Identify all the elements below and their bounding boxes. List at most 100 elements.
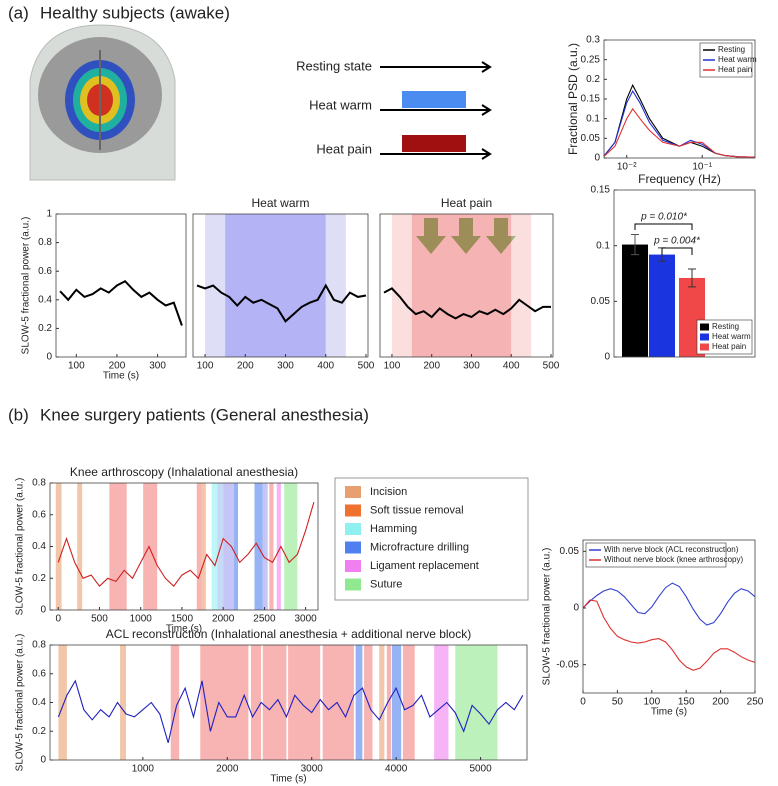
bar — [649, 254, 675, 357]
x-tick-label: 300 — [277, 361, 294, 372]
y-tick-label: 0.8 — [32, 478, 46, 489]
legend-label: Heat warm — [718, 55, 757, 64]
event-span — [276, 483, 281, 610]
plot-frame — [192, 213, 369, 358]
x-tick-label: 2000 — [212, 614, 235, 625]
data-line — [383, 287, 551, 320]
plot-frame — [379, 213, 554, 358]
y-tick-label: 0.05 — [560, 546, 580, 557]
chart-title: ACL reconstruction (Inhalational anesthe… — [106, 627, 471, 641]
legend-label: Microfracture drilling — [370, 541, 469, 553]
event-span — [223, 483, 234, 610]
event-span — [143, 483, 158, 610]
x-tick-label: 10⁻² — [617, 162, 637, 173]
x-tick-label: 200 — [237, 361, 254, 372]
legend-label: Heat warm — [712, 332, 751, 341]
y-tick-label: 0 — [573, 603, 579, 614]
panel-label: (b) — [8, 405, 29, 424]
data-line — [582, 599, 756, 671]
y-tick-label: 0.1 — [596, 240, 610, 251]
x-tick-label: 1000 — [132, 764, 155, 775]
legend-swatch — [345, 560, 361, 572]
y-tick-label: 0.1 — [586, 113, 600, 124]
event-span — [233, 483, 239, 610]
x-tick-label: 0 — [55, 614, 61, 625]
x-tick-label: 2000 — [216, 764, 239, 775]
y-tick-label: 0.4 — [32, 541, 46, 552]
error-bar — [688, 268, 696, 288]
event-span — [322, 645, 354, 760]
event-span — [211, 483, 218, 610]
event-span — [77, 483, 83, 610]
plot-frame — [55, 213, 187, 358]
legend-label: Without nerve block (knee arthroscopy) — [604, 555, 744, 564]
x-tick-label: 500 — [543, 361, 560, 372]
legend-label: Hamming — [370, 523, 417, 535]
x-tick-label: 10⁻¹ — [692, 162, 712, 173]
y-tick-label: -0.05 — [556, 659, 579, 670]
brain-image — [29, 24, 176, 181]
plot-frame — [603, 39, 756, 159]
y-tick-label: 0.8 — [38, 237, 52, 248]
x-tick-label: 300 — [149, 361, 166, 372]
x-tick-label: 1000 — [130, 614, 153, 625]
x-tick-label: 0 — [580, 697, 586, 708]
event-span — [201, 483, 206, 610]
legend-swatch — [345, 486, 361, 498]
y-tick-label: 0.6 — [32, 509, 46, 520]
y-tick-label: 0.05 — [591, 296, 611, 307]
event-span — [455, 645, 474, 760]
x-tick-label: 3000 — [295, 614, 318, 625]
data-line — [59, 279, 183, 326]
y-tick-label: 0 — [46, 352, 52, 363]
y-tick-label: 0.2 — [38, 323, 52, 334]
legend-label: Ligament replacement — [370, 560, 479, 572]
event-span — [55, 483, 62, 610]
data-line — [57, 679, 524, 743]
legend-swatch — [700, 343, 709, 351]
event-span — [262, 645, 287, 760]
x-tick-label: 200 — [109, 361, 126, 372]
event-span — [411, 214, 512, 357]
legend-swatch — [345, 541, 361, 554]
procedure-legend — [334, 477, 529, 601]
x-tick-label: 150 — [678, 697, 695, 708]
x-tick-label: 3000 — [301, 764, 324, 775]
event-span — [200, 645, 249, 760]
event-span — [511, 214, 532, 357]
y-tick-label: 0.6 — [38, 266, 52, 277]
event-span — [250, 645, 262, 760]
x-tick-label: 5000 — [469, 764, 492, 775]
y-tick-label: 0.05 — [581, 133, 601, 144]
y-tick-label: 0.8 — [32, 640, 46, 651]
event-span — [355, 645, 363, 760]
data-line — [196, 283, 367, 323]
x-axis-label: Time (s) — [103, 371, 139, 382]
event-span — [225, 214, 326, 357]
x-tick-label: 100 — [384, 361, 401, 372]
legend-label: With nerve block (ACL reconstruction) — [604, 545, 739, 554]
legend-swatch — [700, 333, 709, 341]
event-span — [434, 645, 449, 760]
bracket — [634, 223, 693, 255]
x-tick-label: 250 — [747, 697, 764, 708]
legend-label: Incision — [370, 486, 407, 498]
x-tick-label: 400 — [317, 361, 334, 372]
event-span — [262, 483, 268, 610]
y-axis-label: Fractional PSD (a.u.) — [566, 43, 580, 155]
event-span — [269, 483, 274, 610]
y-tick-label: 0.6 — [32, 668, 46, 679]
y-tick-label: 0 — [594, 153, 600, 164]
y-tick-label: 0.2 — [32, 726, 46, 737]
legend-label: Suture — [370, 578, 402, 590]
x-tick-label: 4000 — [385, 764, 408, 775]
x-axis-label: Time (s) — [651, 707, 687, 718]
y-tick-label: 0 — [40, 755, 46, 766]
chart-title: Heat pain — [441, 196, 492, 210]
annotation: p = 0.010* — [640, 212, 688, 223]
y-tick-label: 0.4 — [38, 294, 52, 305]
y-tick-label: 0 — [604, 352, 610, 363]
legend-swatch — [700, 323, 709, 331]
y-axis-label: SLOW-5 fractional power (a.u.) — [15, 634, 26, 772]
